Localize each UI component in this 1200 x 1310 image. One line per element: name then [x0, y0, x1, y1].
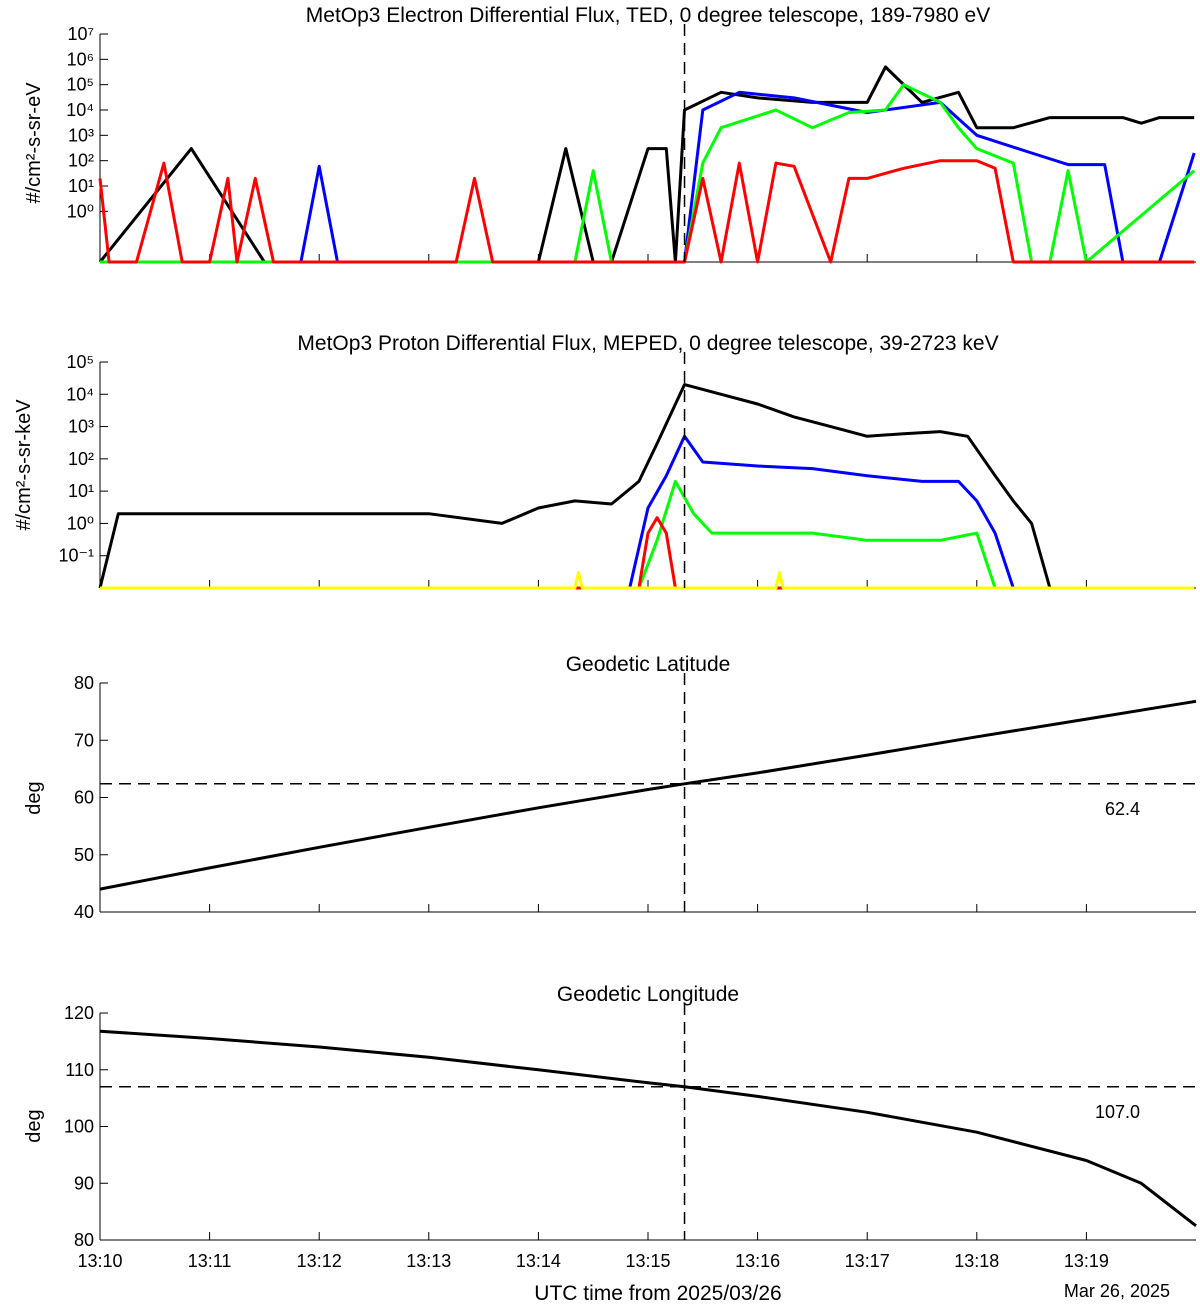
x-tick-label: 13:19: [1064, 1251, 1109, 1271]
x-tick-label: 13:14: [516, 1251, 561, 1271]
y-axis-label: #/cm²-s-sr-eV: [23, 82, 45, 204]
y-tick-label: 10²: [68, 449, 94, 469]
y-axis-label: deg: [23, 781, 45, 814]
series-line-4: [98, 159, 1195, 264]
y-tick-label: 60: [74, 788, 94, 808]
x-tick-label: 13:13: [406, 1251, 451, 1271]
y-tick-label: 10³: [68, 417, 94, 437]
panel-title: Geodetic Longitude: [557, 983, 739, 1006]
y-tick-label: 110: [65, 1060, 94, 1080]
y-axis-label: deg: [23, 1109, 45, 1142]
x-axis-labels: 13:10 13:11 13:12 13:13 13:14 13:15 13:16 13:17…: [77, 1251, 1170, 1305]
y-tick-label: 80: [74, 1230, 94, 1250]
panel-title: MetOp3 Proton Differential Flux, MEPED, …: [297, 332, 998, 355]
panel-title: MetOp3 Electron Differential Flux, TED, …: [306, 4, 990, 27]
series-line-2: [100, 90, 1196, 264]
series-line-1: [99, 1029, 1197, 1227]
y-tick-label: 10⁴: [66, 384, 94, 404]
y-tick-label: 10⁵: [67, 352, 94, 372]
x-tick-label: 13:12: [297, 1251, 342, 1271]
y-tick-label: 10⁰: [67, 201, 94, 221]
panel-3: 40 50 60 70 80 Geodetic Latitude deg 62.4: [23, 653, 1197, 922]
y-tick-label: 10¹: [68, 481, 94, 501]
x-axis-label: UTC time from 2025/03/26: [534, 1282, 781, 1305]
x-tick-label: 13:18: [954, 1251, 999, 1271]
y-tick-label: 10²: [68, 151, 94, 171]
x-tick-label: 13:16: [735, 1251, 780, 1271]
panel-title: Geodetic Latitude: [566, 653, 731, 676]
y-axis-label: #/cm²-s-sr-keV: [13, 399, 35, 531]
y-tick-label: 70: [74, 730, 94, 750]
series-line-1: [98, 383, 1195, 590]
series-line-2: [100, 434, 1195, 590]
y-tick-label: 40: [74, 902, 94, 922]
y-tick-label: 50: [74, 845, 94, 865]
y-tick-label: 10⁻¹: [58, 546, 94, 566]
series-line-5: [100, 571, 1195, 590]
panel-2: 10⁻¹ 10⁰ 10¹ 10² 10³ 10⁴ 10⁵ MetOp3 Proton Diff…: [13, 332, 1196, 590]
y-tick-label: 90: [74, 1173, 94, 1193]
y-tick-label: 10⁰: [67, 513, 94, 533]
x-tick-label: 13:11: [188, 1251, 232, 1271]
y-tick-label: 10⁵: [67, 75, 94, 95]
y-tick-label: 80: [74, 673, 94, 693]
y-tick-label: 10¹: [68, 176, 94, 196]
y-tick-label: 120: [64, 1003, 94, 1023]
series-line-3: [100, 479, 1195, 590]
series-line-1: [99, 699, 1197, 891]
x-tick-label: 13:17: [845, 1251, 890, 1271]
date-label: Mar 26, 2025: [1064, 1281, 1170, 1301]
y-tick-label: 10³: [68, 125, 94, 145]
panel-1: 10⁰ 10¹ 10² 10³ 10⁴ 10⁵ 10⁶ 10⁷ MetOp3 Electron …: [23, 4, 1196, 264]
y-tick-label: 10⁷: [67, 24, 94, 44]
series-line-3: [100, 83, 1196, 264]
y-tick-label: 100: [64, 1117, 94, 1137]
y-tick-label: 10⁴: [66, 100, 94, 120]
x-tick-label: 13:15: [625, 1251, 670, 1271]
series-line-1: [98, 65, 1195, 264]
panel-4: 80 90 100 110 120 Geodetic Longitude deg 107.0: [23, 983, 1197, 1250]
y-tick-label: 10⁶: [67, 49, 94, 69]
reference-label: 62.4: [1105, 799, 1140, 819]
x-tick-label: 13:10: [77, 1251, 122, 1271]
series-line-4: [100, 516, 1195, 590]
reference-label: 107.0: [1095, 1102, 1140, 1122]
